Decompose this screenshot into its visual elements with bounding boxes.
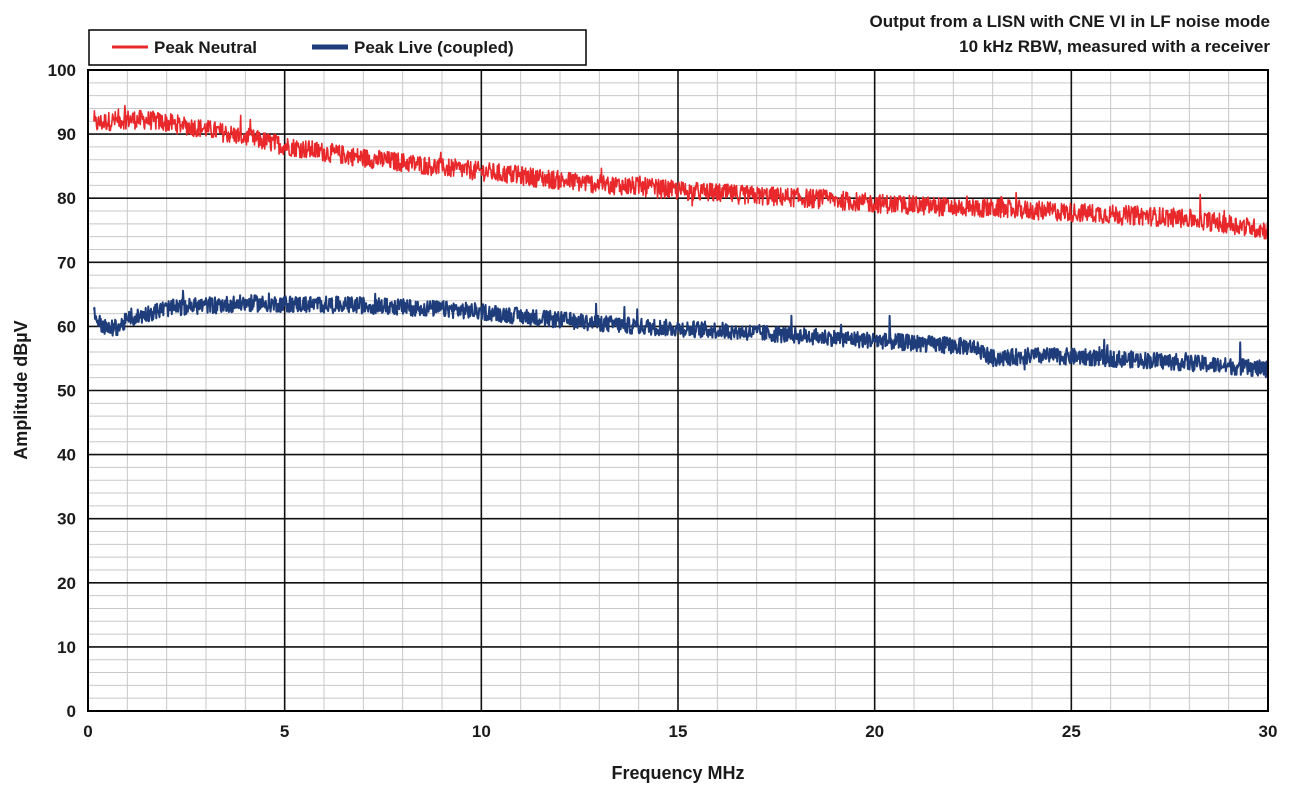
chart-title: Output from a LISN with CNE VI in LF noi…	[870, 12, 1270, 31]
x-tick-label: 0	[83, 722, 92, 741]
y-tick-label: 20	[57, 574, 76, 593]
y-tick-label: 80	[57, 189, 76, 208]
chart-subtitle: 10 kHz RBW, measured with a receiver	[959, 37, 1270, 56]
series-line-peak-neutral	[93, 104, 1269, 240]
x-tick-label: 20	[865, 722, 884, 741]
x-axis-title: Frequency MHz	[611, 763, 744, 783]
plot-border	[87, 69, 1269, 712]
y-tick-label: 10	[57, 638, 76, 657]
x-tick-label: 10	[472, 722, 491, 741]
legend: Peak Neutral Peak Live (coupled)	[88, 29, 587, 66]
x-tick-labels: 0 5 10 15 20 25 30	[83, 722, 1277, 741]
y-tick-label: 50	[57, 382, 76, 401]
y-tick-label: 70	[57, 253, 76, 272]
y-tick-labels: 0 10 20 30 40 50 60 70 80 90 100	[48, 61, 76, 721]
y-tick-label: 40	[57, 446, 76, 465]
y-axis-title: Amplitude dBµV	[11, 320, 31, 459]
x-tick-label: 30	[1259, 722, 1278, 741]
y-tick-label: 60	[57, 317, 76, 336]
y-tick-label: 30	[57, 510, 76, 529]
x-tick-label: 5	[280, 722, 289, 741]
series-line-peak-live-coupled	[92, 289, 1269, 379]
x-tick-label: 25	[1062, 722, 1081, 741]
legend-label-peak-live: Peak Live (coupled)	[354, 38, 514, 57]
y-tick-label: 0	[67, 702, 76, 721]
plot-area	[87, 69, 1269, 712]
legend-label-peak-neutral: Peak Neutral	[154, 38, 257, 57]
y-tick-label: 90	[57, 125, 76, 144]
x-tick-label: 15	[669, 722, 688, 741]
y-tick-label: 100	[48, 61, 76, 80]
series-layer	[92, 104, 1269, 379]
